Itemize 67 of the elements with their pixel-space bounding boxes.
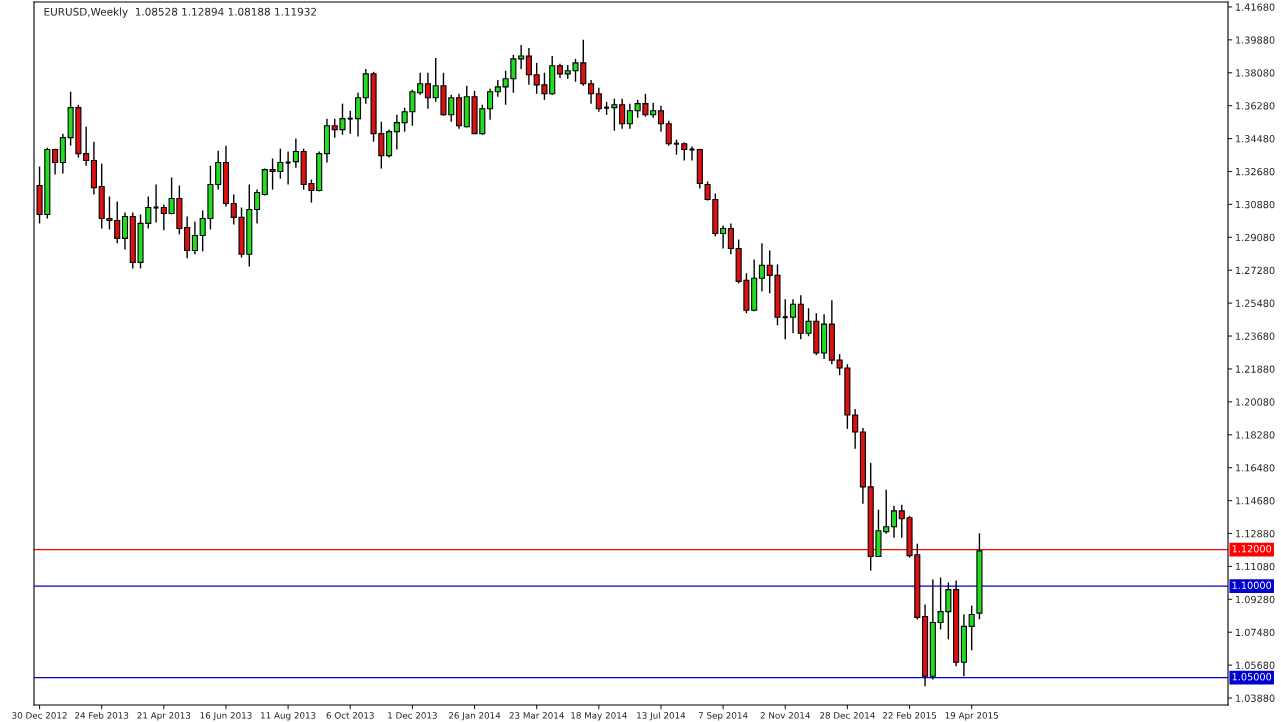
y-tick-label: 1.03880: [1236, 694, 1275, 702]
candlestick: [595, 87, 602, 113]
x-tick-label: 18 May 2014: [571, 712, 627, 721]
y-tick-label: 1.20080: [1236, 398, 1275, 406]
x-tick-label: 26 Jan 2014: [448, 712, 501, 721]
candlestick: [487, 88, 494, 121]
candlestick: [386, 128, 393, 159]
candlestick: [789, 298, 797, 334]
y-tick-label: 1.09280: [1236, 595, 1275, 604]
y-tick-label: 1.39880: [1236, 36, 1275, 44]
x-tick-label: 16 Jun 2013: [200, 712, 252, 721]
y-tick-label: 1.30880: [1236, 200, 1275, 209]
y-tick-label: 1.18280: [1236, 431, 1275, 439]
candlestick: [354, 91, 362, 138]
ref-line-label: 1.10000: [1232, 581, 1272, 589]
x-tick-label: 24 Feb 2013: [75, 711, 129, 719]
y-tick-label: 1.36280: [1236, 102, 1275, 110]
candlestick: [588, 79, 595, 105]
x-tick-label: 7 Sep 2014: [698, 712, 748, 721]
candlestick: [758, 242, 765, 292]
y-tick-label: 1.11080: [1236, 562, 1275, 571]
candlestick: [968, 604, 975, 652]
y-tick-label: 1.25480: [1236, 299, 1275, 307]
y-tick-label: 1.07480: [1236, 628, 1275, 637]
x-tick-label: 6 Oct 2013: [326, 712, 374, 719]
x-tick-label: 2 Nov 2014: [760, 712, 810, 719]
candlestick: [688, 145, 696, 162]
candlestick: [781, 298, 789, 340]
x-tick-label: 21 Apr 2013: [137, 712, 191, 721]
candlestick: [890, 505, 898, 539]
candlestick: [525, 47, 532, 86]
candlestick: [152, 183, 160, 224]
y-tick-label: 1.12880: [1236, 529, 1275, 538]
candlestick: [191, 220, 198, 256]
y-tick-label: 1.16480: [1236, 464, 1275, 472]
y-tick-label: 1.23680: [1236, 332, 1275, 340]
y-tick-label: 1.41680: [1236, 3, 1275, 11]
candlestick: [284, 150, 292, 186]
ref-line-label: 1.05000: [1232, 673, 1272, 681]
candlestick: [720, 224, 727, 250]
candlestick: [253, 188, 261, 225]
y-tick-label: 1.21880: [1236, 365, 1275, 373]
x-tick-label: 30 Dec 2012: [12, 712, 67, 719]
x-tick-label: 11 Aug 2013: [261, 712, 316, 721]
candlestick: [52, 147, 59, 176]
candlestick: [292, 137, 299, 169]
y-tick-label: 1.27280: [1236, 266, 1275, 275]
candlestick: [346, 110, 354, 135]
y-tick-label: 1.05680: [1236, 661, 1275, 669]
text: EURUSD,Weekly 1.08528 1.12894 1.08188 1.11932: [44, 7, 316, 18]
x-tick-label: 22 Feb 2015: [882, 711, 936, 719]
y-tick-label: 1.14680: [1236, 497, 1275, 505]
candlestick: [121, 211, 129, 251]
x-tick-label: 19 Apr 2015: [945, 712, 998, 721]
candlestick: [626, 102, 633, 130]
x-tick-label: 13 Jul 2014: [637, 711, 686, 721]
x-tick-label: 28 Dec 2014: [820, 712, 875, 719]
candlestick: [424, 72, 431, 110]
y-tick-label: 1.32680: [1236, 167, 1275, 176]
x-tick-label: 1 Dec 2013: [388, 712, 437, 719]
y-tick-label: 1.29080: [1236, 233, 1275, 242]
y-tick-label: 1.38080: [1236, 69, 1275, 77]
candlestick: [665, 119, 672, 147]
ref-line-label: 1.12000: [1232, 545, 1272, 553]
y-tick-label: 1.34480: [1236, 135, 1275, 143]
x-tick-label: 23 Mar 2014: [509, 712, 564, 719]
candlestick: [657, 104, 665, 133]
